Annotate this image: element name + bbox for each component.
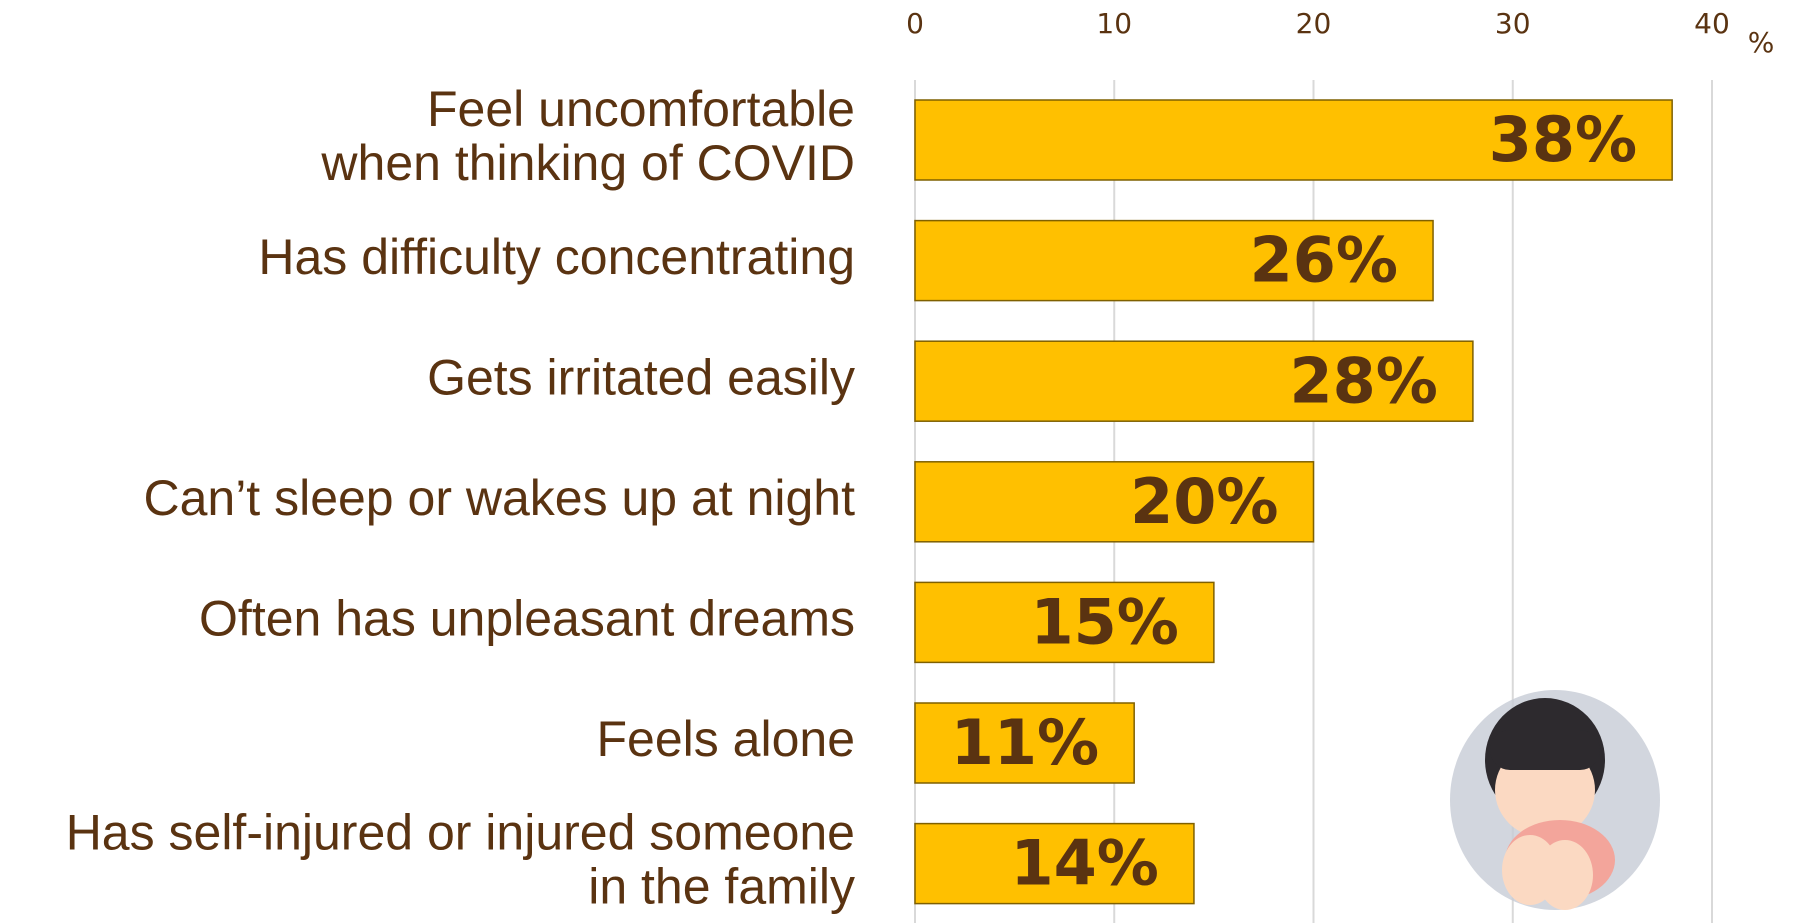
category-label: Gets irritated easily	[427, 349, 855, 405]
category-label: Often has unpleasant dreams	[199, 591, 855, 647]
value-label: 38%	[1489, 103, 1637, 176]
value-label: 20%	[1130, 465, 1278, 538]
value-label: 14%	[1011, 827, 1159, 900]
value-label: 28%	[1289, 344, 1437, 417]
x-tick-label: 30	[1495, 7, 1531, 40]
bar	[914, 822, 1195, 905]
bar	[914, 99, 1673, 181]
category-label: Has self-injured or injured someone in th…	[66, 805, 855, 915]
illustration	[1450, 690, 1660, 910]
category-label: Can’t sleep or wakes up at night	[143, 470, 855, 526]
value-label: 15%	[1030, 585, 1178, 658]
category-label: Has difficulty concentrating	[258, 229, 855, 285]
x-tick-label: 20	[1296, 7, 1332, 40]
bar	[914, 702, 1135, 784]
category-label: Feel uncomfortable when thinking of COVID	[320, 81, 855, 191]
bar	[914, 461, 1315, 543]
category-label: Feels alone	[597, 711, 856, 767]
value-label: 26%	[1250, 224, 1398, 297]
x-tick-label: 10	[1096, 7, 1132, 40]
bar	[914, 219, 1434, 302]
bar	[914, 581, 1215, 664]
x-tick-label: 40	[1694, 7, 1730, 40]
axis-unit: %	[1748, 26, 1775, 59]
value-label: 11%	[951, 706, 1099, 779]
x-tick-label: 0	[906, 7, 924, 40]
bar	[914, 340, 1474, 422]
